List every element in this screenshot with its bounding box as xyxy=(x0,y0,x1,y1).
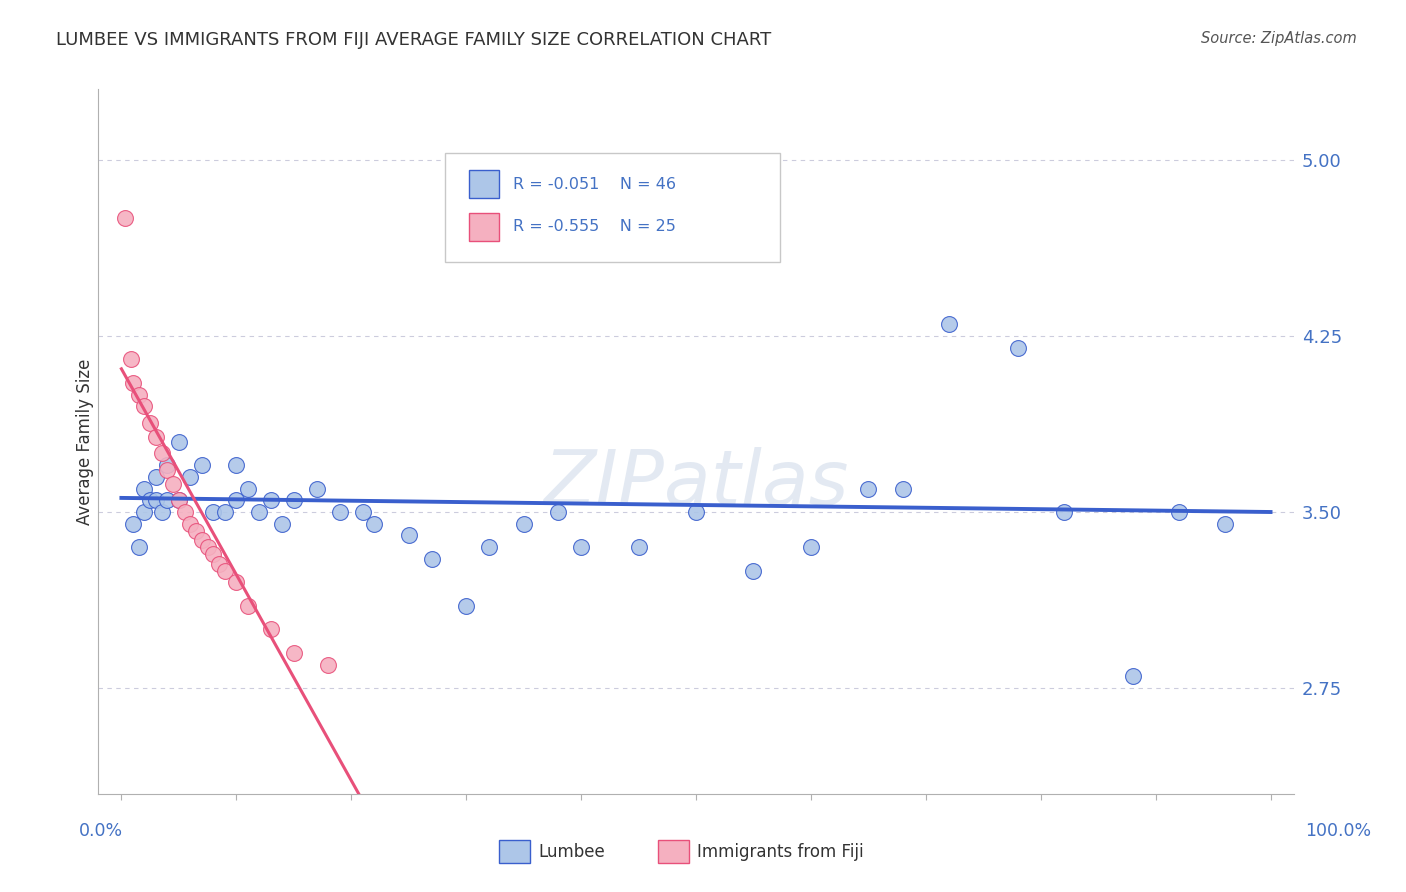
Point xyxy=(305,482,328,496)
Point xyxy=(184,524,207,538)
Point xyxy=(1122,669,1144,683)
Point xyxy=(156,463,179,477)
Point xyxy=(398,528,420,542)
Point xyxy=(800,540,823,554)
Text: Immigrants from Fiji: Immigrants from Fiji xyxy=(697,843,865,861)
Text: R = -0.051    N = 46: R = -0.051 N = 46 xyxy=(513,177,676,192)
Point xyxy=(627,540,650,554)
Point xyxy=(202,505,225,519)
Point xyxy=(197,540,219,554)
Text: Source: ZipAtlas.com: Source: ZipAtlas.com xyxy=(1201,31,1357,46)
Point xyxy=(283,493,305,508)
Point xyxy=(191,533,214,548)
Point xyxy=(167,493,190,508)
Point xyxy=(283,646,305,660)
Point xyxy=(162,476,184,491)
Point xyxy=(179,516,201,531)
Point xyxy=(156,458,179,472)
Point xyxy=(316,657,339,672)
Text: LUMBEE VS IMMIGRANTS FROM FIJI AVERAGE FAMILY SIZE CORRELATION CHART: LUMBEE VS IMMIGRANTS FROM FIJI AVERAGE F… xyxy=(56,31,772,49)
Point xyxy=(420,552,443,566)
Point xyxy=(858,482,880,496)
Point xyxy=(512,516,534,531)
Point xyxy=(225,493,247,508)
Point xyxy=(134,399,156,413)
Point xyxy=(134,505,156,519)
FancyBboxPatch shape xyxy=(470,212,499,241)
Point xyxy=(139,416,162,430)
Text: 100.0%: 100.0% xyxy=(1305,822,1372,840)
Point xyxy=(122,376,145,390)
Text: 0.0%: 0.0% xyxy=(79,822,124,840)
Point xyxy=(145,469,167,483)
Point xyxy=(1007,341,1029,355)
Point xyxy=(271,516,294,531)
Point xyxy=(247,505,270,519)
Point xyxy=(128,540,150,554)
Point xyxy=(329,505,352,519)
Point xyxy=(167,493,190,508)
Point xyxy=(167,434,190,449)
Y-axis label: Average Family Size: Average Family Size xyxy=(76,359,94,524)
Point xyxy=(202,547,225,561)
Point xyxy=(225,575,247,590)
Point xyxy=(363,516,385,531)
Point xyxy=(1167,505,1189,519)
Point xyxy=(114,211,136,226)
Point xyxy=(478,540,501,554)
Point xyxy=(547,505,569,519)
Point xyxy=(891,482,914,496)
Point xyxy=(145,430,167,444)
Point xyxy=(938,317,960,331)
Point xyxy=(150,505,173,519)
Point xyxy=(128,387,150,401)
Point xyxy=(214,564,236,578)
Point xyxy=(236,482,259,496)
Text: Lumbee: Lumbee xyxy=(538,843,605,861)
FancyBboxPatch shape xyxy=(446,153,780,262)
Point xyxy=(363,810,385,824)
Point xyxy=(145,493,167,508)
Point xyxy=(685,505,707,519)
Text: ZIPatlas: ZIPatlas xyxy=(543,447,849,521)
Text: R = -0.555    N = 25: R = -0.555 N = 25 xyxy=(513,219,676,234)
FancyBboxPatch shape xyxy=(470,170,499,198)
Point xyxy=(150,446,173,460)
Point xyxy=(352,505,374,519)
Point xyxy=(1213,516,1236,531)
Point xyxy=(120,352,142,367)
Point xyxy=(191,458,214,472)
Point xyxy=(208,557,231,571)
Point xyxy=(134,482,156,496)
Point xyxy=(260,493,283,508)
Point xyxy=(1053,505,1076,519)
Point xyxy=(225,458,247,472)
Point xyxy=(179,469,201,483)
Point xyxy=(236,599,259,613)
Point xyxy=(139,493,162,508)
Point xyxy=(260,623,283,637)
Point xyxy=(456,599,478,613)
Point xyxy=(742,564,765,578)
Point xyxy=(122,516,145,531)
Point xyxy=(569,540,592,554)
Point xyxy=(173,505,195,519)
Point xyxy=(156,493,179,508)
Point xyxy=(214,505,236,519)
